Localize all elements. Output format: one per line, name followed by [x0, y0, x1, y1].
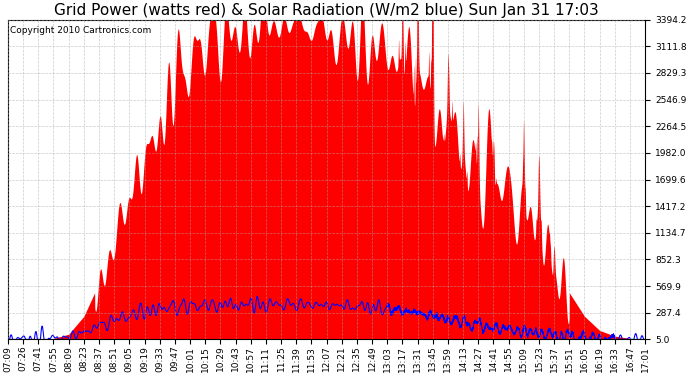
- Title: Grid Power (watts red) & Solar Radiation (W/m2 blue) Sun Jan 31 17:03: Grid Power (watts red) & Solar Radiation…: [55, 3, 599, 18]
- Text: Copyright 2010 Cartronics.com: Copyright 2010 Cartronics.com: [10, 26, 151, 35]
